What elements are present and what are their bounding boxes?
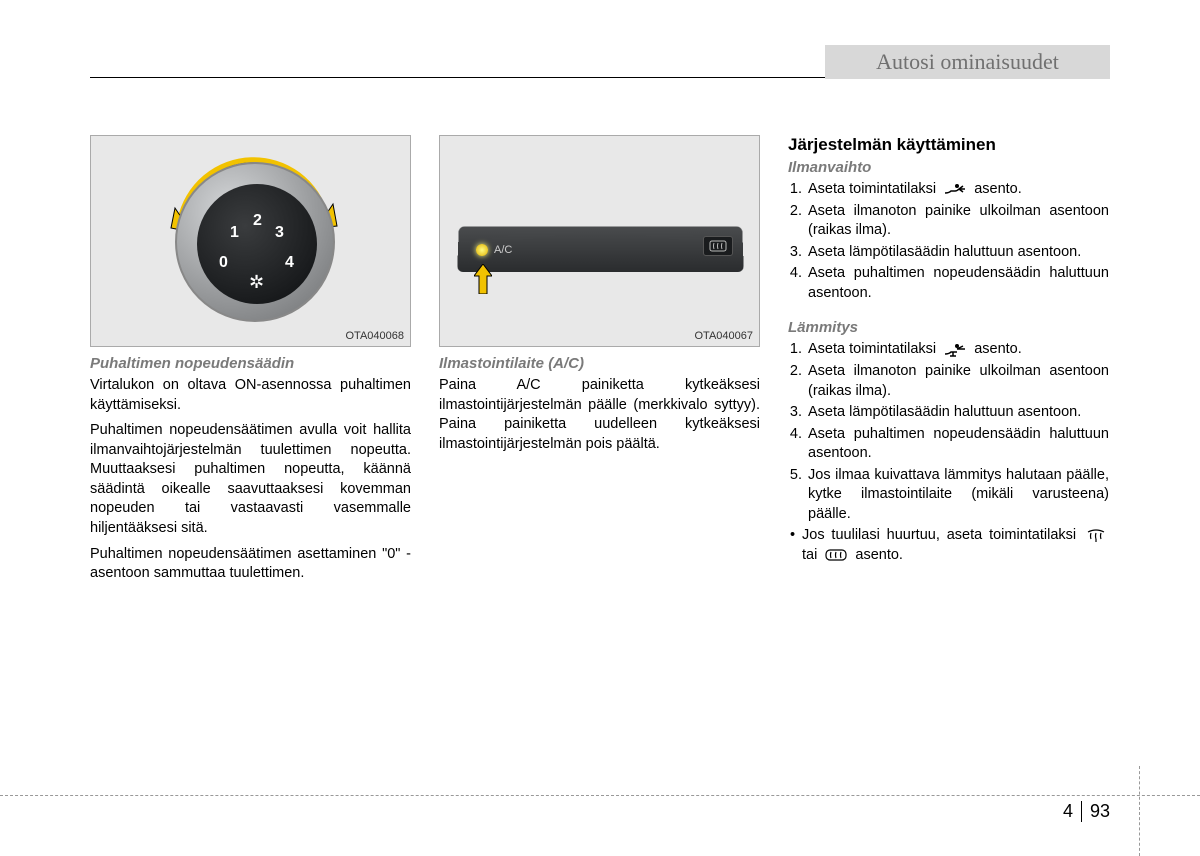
heat-step-5: Jos ilmaa kuivattava lämmitys halutaan p… — [806, 466, 1109, 525]
dial-number-1: 1 — [230, 224, 239, 242]
header-box: Autosi ominaisuudet — [825, 45, 1110, 79]
heat-step-4: Aseta puhaltimen nopeudensäädin haluttuu… — [806, 425, 1109, 464]
content-columns: 0 1 2 3 4 ✲ OTA040068 Puhaltimen nopeude… — [90, 135, 1110, 590]
ac-indicator-light — [476, 244, 488, 256]
column-2: A/C OTA040067 Ilmastointilaite (A/C) Pai… — [439, 135, 760, 590]
dial-outer-ring: 0 1 2 3 4 ✲ — [175, 162, 335, 322]
face-vent-icon — [943, 182, 967, 196]
header-rule — [90, 77, 825, 78]
defrost-floor-icon — [1086, 529, 1106, 543]
col2-paragraph-1: Paina A/C painiketta kytkeäksesi ilmasto… — [439, 376, 760, 454]
col1-paragraph-1: Virtalukon on oltava ON-asennossa puhalt… — [90, 376, 411, 415]
column-3: Järjestelmän käyttäminen Ilmanvaihto Ase… — [788, 135, 1109, 590]
vent-step-1: Aseta toimintatilaksi asento. — [806, 180, 1109, 200]
vent-step-3: Aseta lämpötilasäädin haluttuun asentoon… — [806, 243, 1109, 263]
heating-note: Jos tuulilasi huurtuu, aseta toimintatil… — [788, 526, 1109, 565]
dial-number-2: 2 — [253, 212, 262, 230]
fan-icon: ✲ — [249, 272, 264, 293]
ventilation-list: Aseta toimintatilaksi asento. Aseta ilma… — [788, 180, 1109, 305]
heat-step-2: Aseta ilmanoton painike ulkoilman asento… — [806, 362, 1109, 401]
section-heading: Järjestelmän käyttäminen — [788, 135, 1109, 155]
defrost-icon — [824, 548, 848, 562]
subheading-ventilation: Ilmanvaihto — [788, 159, 1109, 176]
subheading-heating: Lämmitys — [788, 319, 1109, 336]
figure-code-2: OTA040067 — [694, 330, 753, 342]
footer-page-number: 93 — [1082, 801, 1110, 822]
footer-section-number: 4 — [1063, 801, 1082, 822]
figure-fan-dial: 0 1 2 3 4 ✲ OTA040068 — [90, 135, 411, 347]
ac-pointer-arrow — [474, 264, 492, 294]
defrost-button-icon — [703, 236, 733, 256]
floor-vent-icon — [943, 343, 967, 357]
ac-label: A/C — [494, 244, 512, 256]
column-1: 0 1 2 3 4 ✲ OTA040068 Puhaltimen nopeude… — [90, 135, 411, 590]
figure-ac-panel: A/C OTA040067 — [439, 135, 760, 347]
col1-paragraph-2: Puhaltimen nopeudensäätimen avulla voit … — [90, 421, 411, 538]
dial-number-0: 0 — [219, 254, 228, 272]
dial-number-4: 4 — [285, 254, 294, 272]
dial-inner: 0 1 2 3 4 ✲ — [197, 184, 317, 304]
vent-step-2: Aseta ilmanoton painike ulkoilman asento… — [806, 202, 1109, 241]
col1-paragraph-3: Puhaltimen nopeudensäätimen asettaminen … — [90, 545, 411, 584]
page-footer: 4 93 — [1063, 801, 1110, 822]
trim-line-horizontal — [0, 795, 1200, 796]
heating-list: Aseta toimintatilaksi asento. Aseta ilma… — [788, 340, 1109, 526]
header-title: Autosi ominaisuudet — [876, 49, 1059, 75]
heat-step-1: Aseta toimintatilaksi asento. — [806, 340, 1109, 360]
subheading-fan: Puhaltimen nopeudensäädin — [90, 355, 411, 372]
heat-step-3: Aseta lämpötilasäädin haluttuun asentoon… — [806, 403, 1109, 423]
vent-step-4: Aseta puhaltimen nopeudensäädin haluttuu… — [806, 264, 1109, 303]
trim-line-vertical — [1139, 766, 1140, 856]
dial-number-3: 3 — [275, 224, 284, 242]
subheading-ac: Ilmastointilaite (A/C) — [439, 355, 760, 372]
heating-note-list: Jos tuulilasi huurtuu, aseta toimintatil… — [788, 526, 1109, 565]
figure-code-1: OTA040068 — [345, 330, 404, 342]
